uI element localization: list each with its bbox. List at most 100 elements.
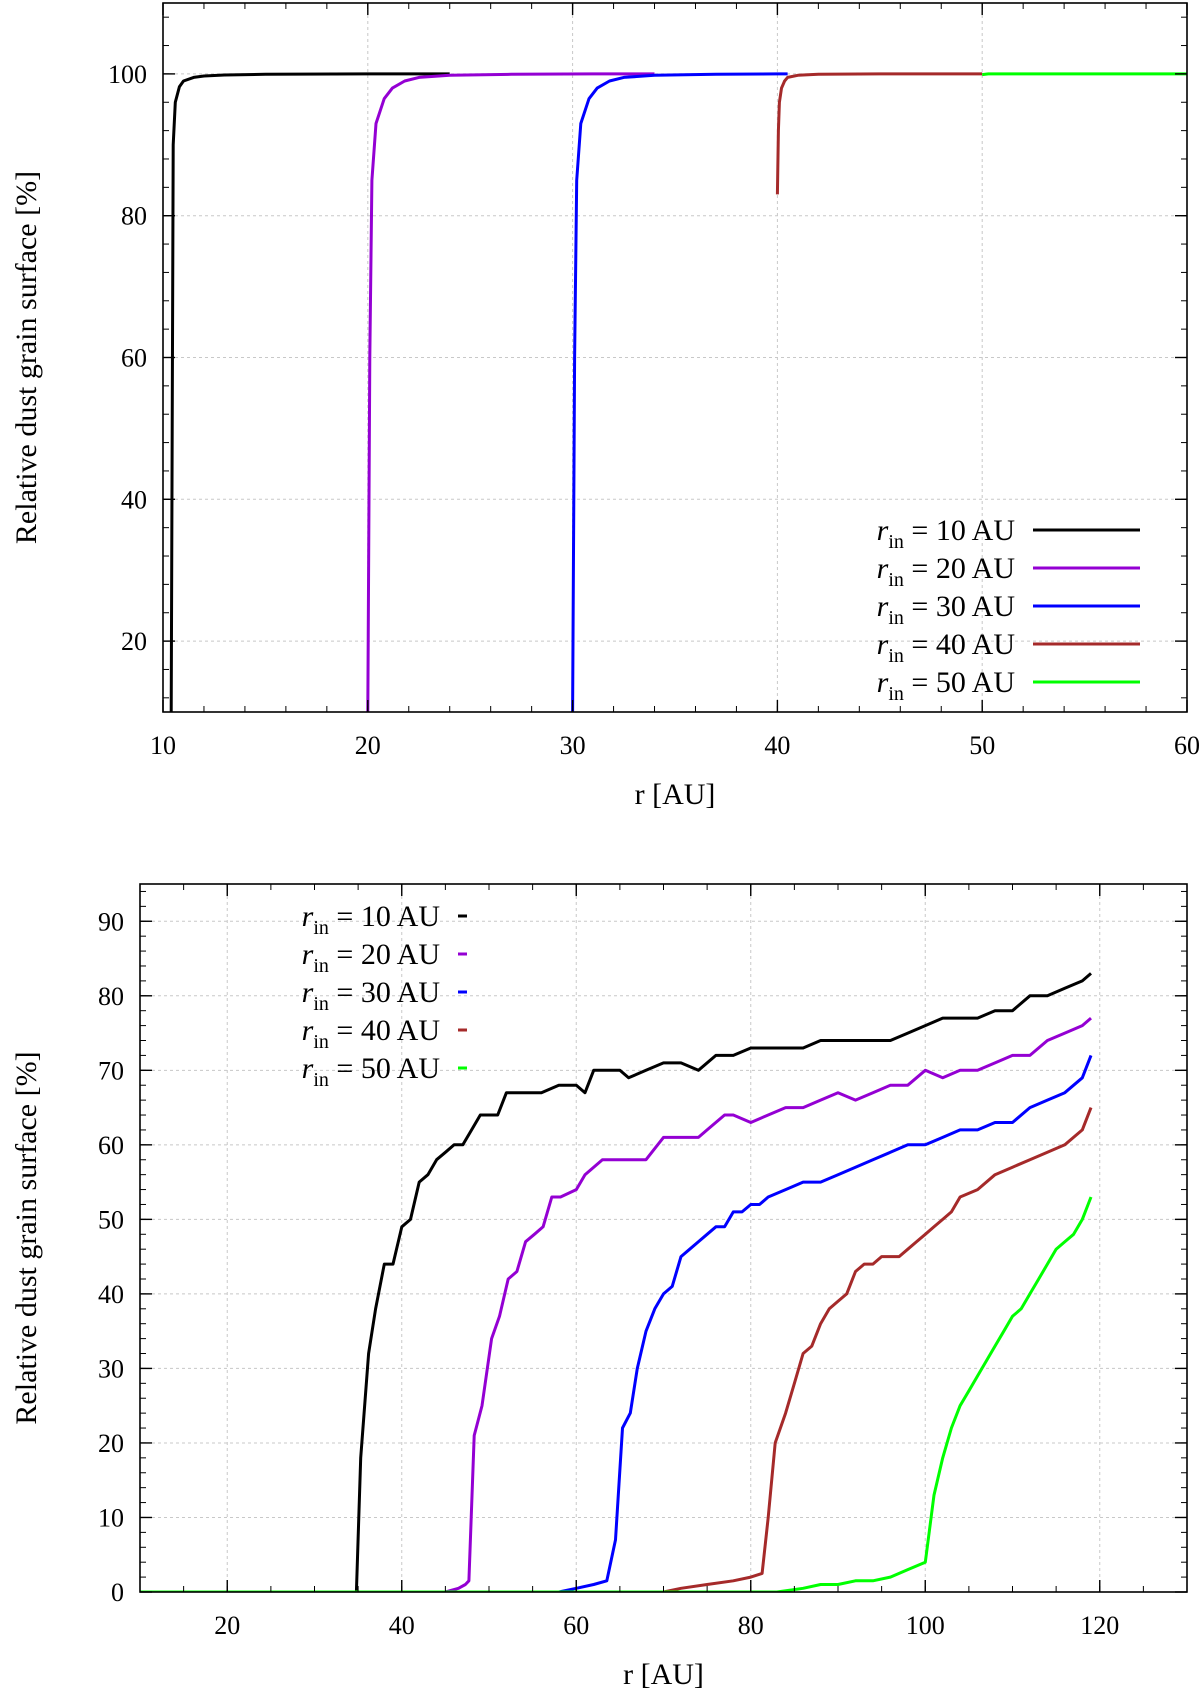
- series-line-1: [140, 972, 1092, 1592]
- legend-label: rin = 30 AU: [302, 976, 441, 1015]
- y-tick-label: 10: [98, 1503, 124, 1532]
- x-tick-label: 80: [738, 1611, 764, 1640]
- series-line-2: [366, 72, 655, 712]
- y-tick-label: 60: [98, 1131, 124, 1160]
- gridlines: [140, 884, 1187, 1592]
- x-tick-label: 100: [906, 1611, 945, 1640]
- legend-symbol: r: [877, 666, 889, 699]
- legend-value: = 30 AU: [329, 976, 440, 1009]
- series-line-2: [140, 1016, 1092, 1592]
- legend-value: = 10 AU: [329, 900, 440, 933]
- legend-symbol: r: [302, 976, 314, 1009]
- x-tick-label: 60: [1174, 731, 1200, 760]
- series-line-5: [140, 1196, 1093, 1592]
- legend-item: rin = 20 AU: [877, 552, 1140, 591]
- x-tick-label: 20: [355, 731, 381, 760]
- x-tick-label: 40: [764, 731, 790, 760]
- legend-item: rin = 20 AU: [302, 938, 467, 977]
- legend-subscript: in: [313, 993, 329, 1015]
- series-line-4: [140, 1107, 1093, 1592]
- x-tick-label: 10: [150, 731, 176, 760]
- legend-subscript: in: [313, 955, 329, 977]
- series-line-4: [775, 72, 983, 195]
- y-tick-label: 40: [98, 1280, 124, 1309]
- x-tick-label: 30: [560, 731, 586, 760]
- y-axis-title: Relative dust grain surface [%]: [10, 171, 43, 544]
- x-axis-title: r [AU]: [635, 778, 716, 811]
- x-tick-label: 20: [214, 1611, 240, 1640]
- legend-item: rin = 10 AU: [302, 900, 467, 939]
- legend-value: = 50 AU: [329, 1052, 440, 1085]
- series-line-5: [982, 72, 1187, 77]
- legend-subscript: in: [888, 607, 904, 629]
- legend-value: = 20 AU: [329, 938, 440, 971]
- legend-label: rin = 30 AU: [877, 590, 1016, 629]
- legend-label: rin = 10 AU: [302, 900, 441, 939]
- legend-subscript: in: [888, 645, 904, 667]
- legend-symbol: r: [302, 1014, 314, 1047]
- legend-value: = 50 AU: [904, 666, 1015, 699]
- legend-subscript: in: [888, 569, 904, 591]
- y-tick-label: 60: [121, 344, 147, 373]
- legend-item: rin = 30 AU: [302, 976, 467, 1015]
- y-tick-label: 70: [98, 1056, 124, 1085]
- axis-ticks: 20 40 60 80 100 120 0 10 20 30 40 50 60 70 80 90: [98, 884, 1188, 1640]
- y-tick-label: 0: [111, 1578, 124, 1607]
- x-axis-title: r [AU]: [623, 1658, 704, 1691]
- x-tick-label: 60: [563, 1611, 589, 1640]
- series-line-1: [169, 72, 450, 712]
- y-tick-label: 80: [98, 982, 124, 1011]
- legend-value: = 10 AU: [904, 514, 1015, 547]
- legend-subscript: in: [313, 917, 329, 939]
- y-tick-label: 50: [98, 1205, 124, 1234]
- legend-item: rin = 10 AU: [877, 514, 1140, 553]
- plot-frame: [139, 883, 1188, 1593]
- axis-ticks: 10 20 30 40 50 60 20 40 60 80 100: [108, 3, 1200, 760]
- x-tick-label: 120: [1080, 1611, 1119, 1640]
- legend-label: rin = 40 AU: [302, 1014, 441, 1053]
- legend-symbol: r: [877, 514, 889, 547]
- x-tick-label: 50: [969, 731, 995, 760]
- y-tick-label: 20: [98, 1429, 124, 1458]
- legend-subscript: in: [313, 1069, 329, 1091]
- series-lines: [140, 972, 1093, 1592]
- legend-item: rin = 50 AU: [877, 666, 1140, 705]
- legend-symbol: r: [302, 938, 314, 971]
- legend-label: rin = 50 AU: [877, 666, 1016, 705]
- y-tick-label: 80: [121, 202, 147, 231]
- y-tick-label: 100: [108, 60, 147, 89]
- y-tick-label: 40: [121, 485, 147, 514]
- chart-bottom: 20 40 60 80 100 120 0 10 20 30 40 50 60 70 80 90 r [AU]…: [10, 883, 1188, 1691]
- legend-label: rin = 50 AU: [302, 1052, 441, 1091]
- series-lines: [169, 72, 1187, 712]
- chart-top: 10 20 30 40 50 60 20 40 60 80 100 r [AU] Relative …: [10, 2, 1200, 811]
- legend-symbol: r: [877, 552, 889, 585]
- series-line-3: [571, 72, 788, 712]
- legend-subscript: in: [313, 1031, 329, 1053]
- legend-symbol: r: [877, 628, 889, 661]
- y-tick-label: 30: [98, 1354, 124, 1383]
- legend-label: rin = 20 AU: [877, 552, 1016, 591]
- legend-label: rin = 20 AU: [302, 938, 441, 977]
- legend-symbol: r: [302, 900, 314, 933]
- legend-item: rin = 30 AU: [877, 590, 1140, 629]
- legend-value: = 40 AU: [904, 628, 1015, 661]
- legend-value: = 40 AU: [329, 1014, 440, 1047]
- legend-item: rin = 40 AU: [302, 1014, 467, 1053]
- legend-symbol: r: [302, 1052, 314, 1085]
- legend-symbol: r: [877, 590, 889, 623]
- legend-label: rin = 10 AU: [877, 514, 1016, 553]
- legend-label: rin = 40 AU: [877, 628, 1016, 667]
- y-tick-label: 90: [98, 907, 124, 936]
- series-line-3: [140, 1054, 1093, 1592]
- x-tick-label: 40: [389, 1611, 415, 1640]
- legend-item: rin = 40 AU: [877, 628, 1140, 667]
- legend-subscript: in: [888, 683, 904, 705]
- legend-value: = 30 AU: [904, 590, 1015, 623]
- legend-value: = 20 AU: [904, 552, 1015, 585]
- y-tick-label: 20: [121, 627, 147, 656]
- legend-subscript: in: [888, 531, 904, 553]
